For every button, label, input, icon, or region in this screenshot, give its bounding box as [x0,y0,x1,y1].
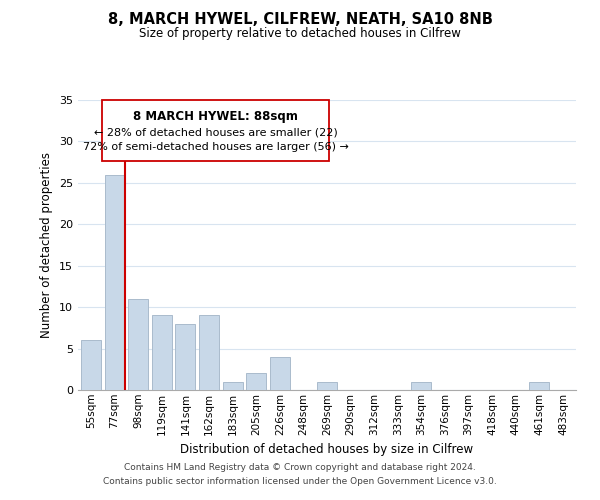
Text: Size of property relative to detached houses in Cilfrew: Size of property relative to detached ho… [139,28,461,40]
Bar [270,357,290,390]
Bar [317,382,337,390]
Bar [152,316,172,390]
Text: 8 MARCH HYWEL: 88sqm: 8 MARCH HYWEL: 88sqm [133,110,298,123]
Bar [199,316,219,390]
Bar [412,382,431,390]
Bar [81,340,101,390]
Text: Contains public sector information licensed under the Open Government Licence v3: Contains public sector information licen… [103,477,497,486]
Bar [246,374,266,390]
X-axis label: Distribution of detached houses by size in Cilfrew: Distribution of detached houses by size … [181,443,473,456]
FancyBboxPatch shape [102,100,329,161]
Text: 72% of semi-detached houses are larger (56) →: 72% of semi-detached houses are larger (… [83,142,349,152]
Text: Contains HM Land Registry data © Crown copyright and database right 2024.: Contains HM Land Registry data © Crown c… [124,464,476,472]
Bar [175,324,196,390]
Text: 8, MARCH HYWEL, CILFREW, NEATH, SA10 8NB: 8, MARCH HYWEL, CILFREW, NEATH, SA10 8NB [107,12,493,28]
Text: ← 28% of detached houses are smaller (22): ← 28% of detached houses are smaller (22… [94,128,338,138]
Bar [529,382,550,390]
Bar [128,299,148,390]
Bar [104,174,125,390]
Bar [223,382,242,390]
Y-axis label: Number of detached properties: Number of detached properties [40,152,53,338]
